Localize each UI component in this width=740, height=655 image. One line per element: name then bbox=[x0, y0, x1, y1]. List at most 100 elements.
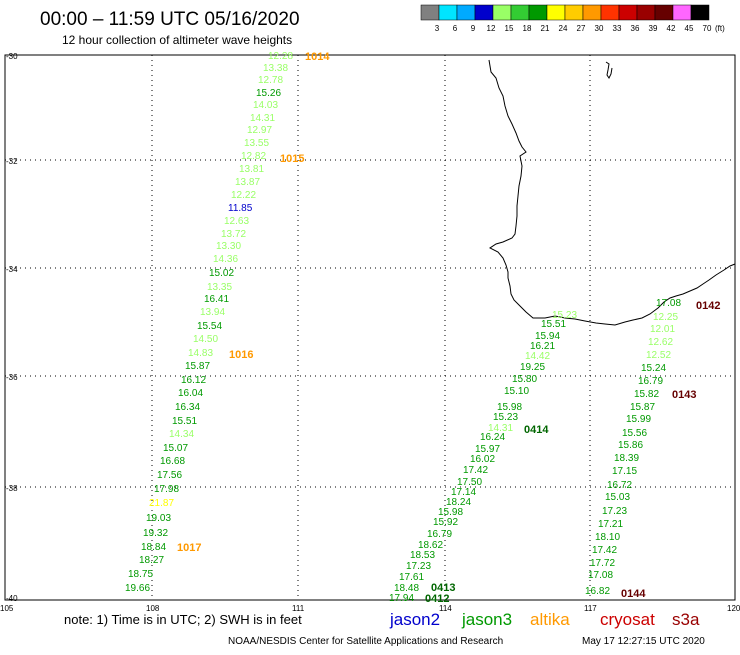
lat-label: -38 bbox=[6, 484, 18, 493]
swh-value: 13.35 bbox=[207, 282, 232, 293]
colorbar-tick: 6 bbox=[453, 24, 458, 33]
swh-value: 17.61 bbox=[399, 572, 424, 583]
swh-value: 21.87 bbox=[149, 498, 174, 509]
colorbar-tick: 21 bbox=[541, 24, 550, 33]
swh-value: 15.23 bbox=[493, 412, 518, 423]
lon-label: 111 bbox=[292, 604, 305, 613]
colorbar-swatch bbox=[510, 4, 530, 21]
swh-value: 14.31 bbox=[488, 423, 513, 434]
swh-value: 16.34 bbox=[175, 402, 200, 413]
swh-value: 15.98 bbox=[497, 402, 522, 413]
swh-value: 14.34 bbox=[169, 429, 194, 440]
swh-value: 12.82 bbox=[241, 151, 266, 162]
swh-value: 13.38 bbox=[263, 63, 288, 74]
swh-value: 17.56 bbox=[157, 470, 182, 481]
swh-value: 19.66 bbox=[125, 583, 150, 594]
swh-value: 15.51 bbox=[541, 319, 566, 330]
swh-value: 13.55 bbox=[244, 138, 269, 149]
satellite-legend: jason2 jason3 altika cryosat s3a bbox=[389, 610, 700, 629]
swh-value: 16.04 bbox=[178, 388, 203, 399]
swh-value: 12.01 bbox=[650, 324, 675, 335]
lon-label: 108 bbox=[146, 604, 160, 613]
swh-value: 17.23 bbox=[406, 561, 431, 572]
colorbar-swatch bbox=[582, 4, 602, 21]
map-subtitle: 12 hour collection of altimeter wave hei… bbox=[62, 33, 292, 47]
swh-value: 12.22 bbox=[231, 190, 256, 201]
swh-value: 16.79 bbox=[638, 376, 663, 387]
colorbar-swatch bbox=[654, 4, 674, 21]
swh-value: 15.82 bbox=[634, 389, 659, 400]
swh-value: 13.81 bbox=[239, 164, 264, 175]
swh-value: 12.97 bbox=[247, 125, 272, 136]
lon-label: 117 bbox=[584, 604, 597, 613]
swh-value: 15.02 bbox=[209, 268, 234, 279]
swh-value: 14.31 bbox=[250, 113, 275, 124]
swh-value: 13.30 bbox=[216, 241, 241, 252]
colorbar-tick: 18 bbox=[523, 24, 532, 33]
lon-label: 114 bbox=[439, 604, 452, 613]
swh-value: 15.23 bbox=[552, 310, 577, 321]
colorbar-tick: 3 bbox=[435, 24, 440, 33]
swh-value: 17.50 bbox=[457, 477, 482, 488]
satellite-legend-s3a: s3a bbox=[672, 610, 700, 629]
swh-value: 15.56 bbox=[622, 428, 647, 439]
lat-label: -34 bbox=[6, 265, 18, 274]
colorbar-swatch bbox=[636, 4, 656, 21]
swh-value: 18.75 bbox=[128, 569, 153, 580]
swh-value: 11.85 bbox=[228, 203, 253, 214]
swh-value: 18.10 bbox=[595, 532, 620, 543]
pass-number-label: 1015 bbox=[280, 153, 304, 165]
colorbar-swatch bbox=[690, 4, 710, 21]
swh-value: 15.86 bbox=[618, 440, 643, 451]
colorbar-unit: (ft) bbox=[715, 24, 725, 33]
swh-value: 16.72 bbox=[607, 480, 632, 491]
wave-height-colorbar: 3 6 9 12 15 18 21 24 27 30 33 36 39 42 45 70 bbox=[420, 4, 712, 33]
latitude-labels: -30 -32 -34 -36 -38 -40 bbox=[6, 52, 18, 603]
colorbar-swatch bbox=[672, 4, 692, 21]
pass-number-label: 1017 bbox=[177, 542, 201, 554]
lon-label: 120 bbox=[727, 604, 740, 613]
swh-value: 12.63 bbox=[224, 216, 249, 227]
swh-value: 15.99 bbox=[626, 414, 651, 425]
colorbar-swatch bbox=[564, 4, 584, 21]
swh-value: 16.82 bbox=[585, 586, 610, 597]
swh-value: 17.94 bbox=[389, 593, 414, 604]
colorbar-swatch bbox=[546, 4, 566, 21]
swh-value: 17.42 bbox=[463, 465, 488, 476]
swh-value: 17.98 bbox=[154, 484, 179, 495]
pass-number-label: 0142 bbox=[696, 300, 720, 312]
colorbar-tick: 15 bbox=[505, 24, 514, 33]
colorbar-swatch bbox=[420, 4, 440, 21]
colorbar-tick: 39 bbox=[649, 24, 658, 33]
swh-value: 14.83 bbox=[188, 348, 213, 359]
swh-value: 12.28 bbox=[268, 51, 293, 62]
swh-value: 15.92 bbox=[433, 517, 458, 528]
lat-label: -36 bbox=[6, 373, 18, 382]
footer-credit: NOAA/NESDIS Center for Satellite Applica… bbox=[228, 636, 503, 647]
colorbar-swatch bbox=[492, 4, 512, 21]
swh-value: 15.07 bbox=[163, 443, 188, 454]
colorbar-tick: 24 bbox=[559, 24, 568, 33]
swh-value: 18.27 bbox=[139, 555, 164, 566]
swh-labels: 12.2813.3812.7815.2614.0314.3112.9713.55… bbox=[125, 51, 681, 604]
swh-value: 16.12 bbox=[181, 375, 206, 386]
legend-note: note: 1) Time is in UTC; 2) SWH is in fe… bbox=[64, 612, 302, 627]
swh-value: 17.21 bbox=[598, 519, 623, 530]
satellite-legend-cryosat: cryosat bbox=[600, 610, 655, 629]
swh-value: 15.24 bbox=[641, 363, 666, 374]
lon-label: 105 bbox=[0, 604, 14, 613]
swh-value: 12.25 bbox=[653, 312, 678, 323]
pass-number-label: 0413 bbox=[431, 582, 455, 594]
swh-value: 17.08 bbox=[588, 570, 613, 581]
swh-value: 18.39 bbox=[614, 453, 639, 464]
pass-number-label: 1016 bbox=[229, 349, 253, 361]
swh-value: 18.48 bbox=[394, 583, 419, 594]
swh-value: 19.03 bbox=[146, 513, 171, 524]
swh-value: 15.94 bbox=[535, 331, 560, 342]
swh-value: 15.80 bbox=[512, 374, 537, 385]
swh-value: 14.50 bbox=[193, 334, 218, 345]
pass-number-label: 0414 bbox=[524, 424, 549, 436]
swh-value: 17.72 bbox=[590, 558, 615, 569]
